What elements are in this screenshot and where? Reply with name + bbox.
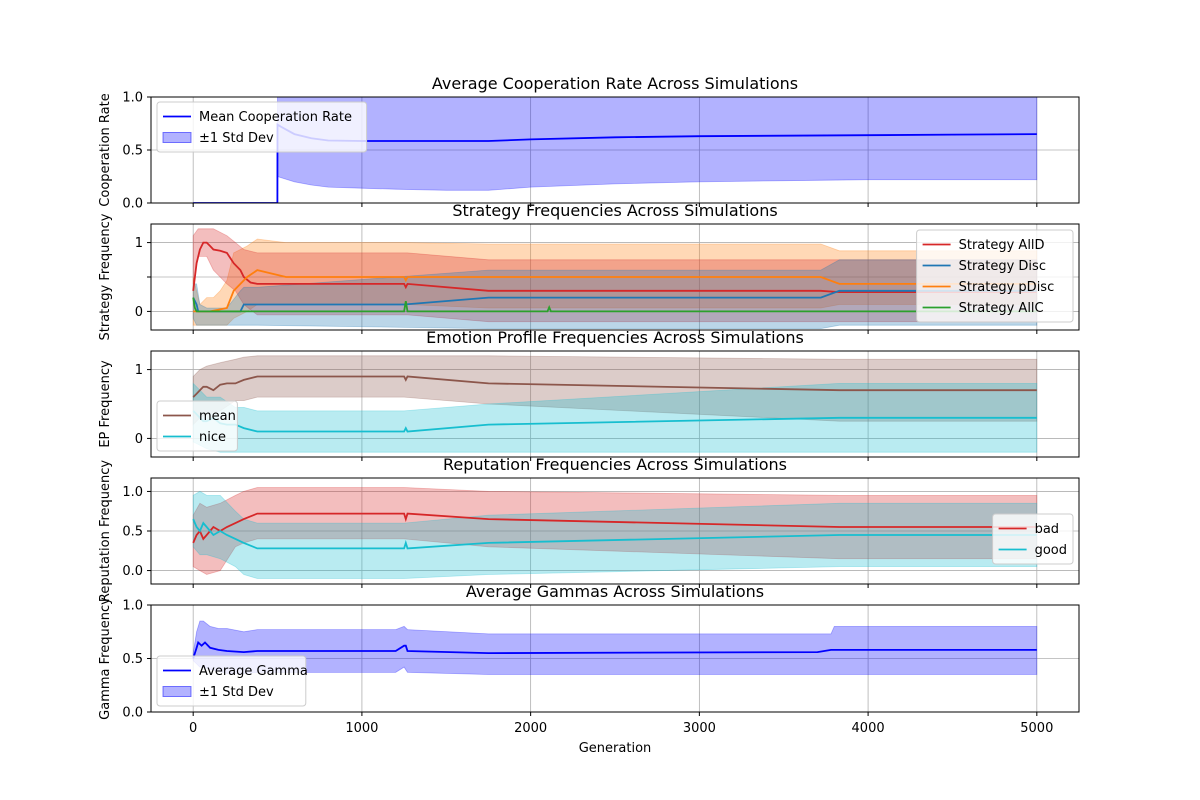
- y-tick-label: 0.5: [122, 652, 143, 667]
- chart-title: Strategy Frequencies Across Simulations: [452, 201, 777, 220]
- legend-label: Strategy AllD: [959, 238, 1045, 253]
- chart-panel-2: 0 1 Strategy Frequencies Across Simulation…: [98, 201, 1080, 341]
- legend-box: [916, 229, 1074, 323]
- axes-frame: [150, 350, 1080, 458]
- plot-area: [192, 487, 1038, 579]
- legend: bad good: [992, 513, 1074, 565]
- legend-label: Average Gamma: [199, 664, 308, 679]
- x-tick-label: 3000: [683, 721, 716, 736]
- y-tick-label: 1.0: [122, 91, 143, 106]
- x-tick-label: 1000: [345, 721, 378, 736]
- legend-label: bad: [1035, 522, 1059, 537]
- legend-label: ±1 Std Dev: [199, 131, 274, 146]
- legend-label: mean: [199, 409, 236, 424]
- plot-area: [192, 620, 1038, 675]
- legend-swatch: [162, 132, 192, 143]
- series-line-0: [192, 375, 1037, 398]
- chart-panel-5: 0.0 0.5 1.0 0 1000 2000 3000 4000 5000 Average Ga…: [98, 582, 1080, 756]
- y-tick-label: 0.0: [122, 706, 143, 721]
- legend-label: Mean Cooperation Rate: [199, 110, 352, 125]
- y-axis-label: Gamma Frequency: [98, 597, 113, 720]
- y-tick-label: 0: [135, 432, 143, 447]
- legend: Strategy AllD Strategy Disc Strategy pDisc…: [916, 229, 1074, 323]
- chart-panel-1: 0.0 0.5 1.0 Average Cooperation Rate Across…: [98, 74, 1080, 212]
- x-tick-label: 5000: [1020, 721, 1053, 736]
- band-0: [192, 620, 1038, 675]
- series-line-0: [192, 640, 1037, 659]
- y-tick-label: 0.5: [122, 525, 143, 540]
- chart-title: Emotion Profile Frequencies Across Simul…: [426, 328, 804, 347]
- legend-box: [156, 101, 368, 153]
- legend-swatch: [162, 686, 192, 697]
- x-tick-label: 4000: [852, 721, 885, 736]
- legend-label: Strategy Disc: [959, 259, 1046, 274]
- y-tick-label: 0.0: [122, 564, 143, 579]
- legend-label: ±1 Std Dev: [199, 685, 274, 700]
- series-line-1: [192, 518, 1037, 550]
- band-0: [277, 97, 1038, 191]
- y-tick-label: 1: [135, 236, 143, 251]
- series-line-0: [192, 512, 1037, 544]
- series-line-0: [192, 241, 1037, 294]
- legend-label: Strategy pDisc: [959, 280, 1055, 295]
- y-axis-label: Strategy Frequency: [98, 213, 113, 340]
- chart-panel-4: 0.0 0.5 1.0 Reputation Frequencies Across S…: [98, 455, 1080, 603]
- legend: Average Gamma ±1 Std Dev: [156, 655, 308, 707]
- legend-label: good: [1035, 543, 1067, 558]
- legend-box: [156, 655, 307, 707]
- x-tick-label: 2000: [514, 721, 547, 736]
- legend-box: [992, 513, 1074, 565]
- series-line-3: [192, 297, 1037, 313]
- legend-box: [156, 400, 238, 452]
- y-tick-label: 0.0: [122, 197, 143, 212]
- band-1: [192, 490, 1038, 579]
- chart-title: Average Cooperation Rate Across Simulati…: [432, 74, 798, 93]
- legend-label: Strategy AllC: [959, 301, 1044, 316]
- chart-title: Reputation Frequencies Across Simulation…: [443, 455, 787, 474]
- chart-title: Average Gammas Across Simulations: [466, 582, 764, 601]
- y-axis-label: Reputation Frequency: [98, 460, 113, 603]
- plot-area: [192, 228, 1038, 329]
- y-tick-label: 0: [135, 305, 143, 320]
- panels: 0.0 0.5 1.0 Average Cooperation Rate Across…: [98, 74, 1080, 756]
- y-tick-label: 1.0: [122, 599, 143, 614]
- y-tick-label: 0.5: [122, 144, 143, 159]
- legend-label: nice: [199, 430, 226, 445]
- chart-panel-3: 0 1 Emotion Profile Frequencies Across Sim…: [98, 328, 1080, 461]
- legend: mean nice: [156, 400, 238, 452]
- x-tick-label: 0: [189, 721, 197, 736]
- x-axis-label: Generation: [579, 741, 652, 756]
- plot-area: [192, 355, 1038, 453]
- y-axis-label: Cooperation Rate: [98, 93, 113, 206]
- y-tick-label: 1.0: [122, 485, 143, 500]
- legend: Mean Cooperation Rate ±1 Std Dev: [156, 101, 368, 153]
- y-axis-label: EP Frequency: [98, 360, 113, 448]
- y-tick-label: 1: [135, 363, 143, 378]
